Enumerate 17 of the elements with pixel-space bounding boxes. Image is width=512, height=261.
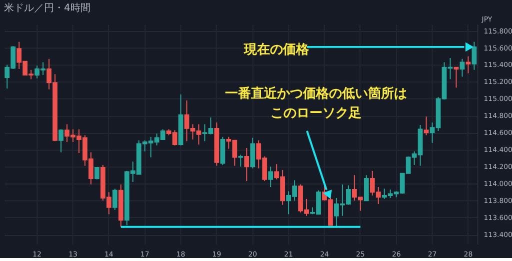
candlestick xyxy=(268,166,274,188)
candlestick xyxy=(112,188,118,210)
chart-title: 米ドル／円・4時間 xyxy=(4,2,90,14)
annotation: 一番直近かつ価格の低い箇所はこのローソク足 xyxy=(224,85,407,122)
candlestick xyxy=(466,56,471,74)
candlestick xyxy=(238,154,244,168)
candlestick xyxy=(424,116,429,136)
candlestick xyxy=(472,41,477,70)
candlestick xyxy=(460,58,465,78)
candlestick xyxy=(220,136,226,166)
candlestick xyxy=(454,66,459,88)
candlestick xyxy=(244,147,250,182)
annotation: 現在の価格 xyxy=(242,42,310,58)
candlestick xyxy=(58,128,64,153)
candlestick xyxy=(364,174,369,202)
candlestick xyxy=(94,166,100,180)
candlestick xyxy=(250,137,256,169)
